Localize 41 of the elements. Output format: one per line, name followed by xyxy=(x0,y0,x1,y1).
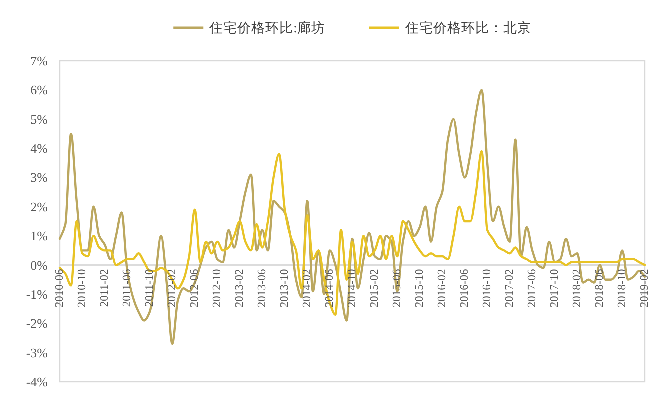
x-tick-label: 2019-02 xyxy=(639,269,651,308)
x-tick-label: 2010-10 xyxy=(76,269,88,308)
x-tick-label: 2016-10 xyxy=(482,269,494,308)
x-tick-label: 2012-02 xyxy=(166,269,178,308)
y-tick-label: 2% xyxy=(30,199,48,214)
y-tick-label: 4% xyxy=(30,141,48,156)
x-tick-label: 2010-06 xyxy=(54,269,66,308)
x-tick-label: 2017-10 xyxy=(549,269,561,308)
y-tick-label: 1% xyxy=(30,228,48,244)
x-tick-label: 2011-10 xyxy=(144,269,156,308)
x-tick-label: 2014-10 xyxy=(346,269,358,308)
y-tick-label: -4% xyxy=(26,374,48,390)
y-tick-label: -2% xyxy=(26,316,48,332)
x-tick-label: 2015-06 xyxy=(392,269,404,308)
x-tick-label: 2011-06 xyxy=(122,269,134,308)
y-tick-label: -1% xyxy=(26,286,48,302)
x-tick-label: 2014-02 xyxy=(302,269,314,308)
legend-label: 住宅价格环比：北京 xyxy=(405,20,532,36)
x-tick-label: 2018-10 xyxy=(616,269,628,308)
x-tick-label: 2014-06 xyxy=(324,269,336,308)
x-tick-label: 2012-10 xyxy=(212,269,224,308)
legend-label: 住宅价格环比:廊坊 xyxy=(210,20,326,36)
x-tick-label: 2013-06 xyxy=(256,269,268,308)
x-tick-label: 2016-02 xyxy=(436,269,448,308)
x-tick-label: 2015-02 xyxy=(369,269,381,308)
y-tick-label: -3% xyxy=(26,345,48,360)
y-tick-label: 3% xyxy=(30,170,48,186)
x-tick-label: 2012-06 xyxy=(189,269,201,308)
x-tick-label: 2017-06 xyxy=(526,269,538,308)
x-tick-label: 2018-06 xyxy=(594,269,606,308)
x-tick-label: 2015-10 xyxy=(414,269,426,308)
x-tick-label: 2017-02 xyxy=(504,269,516,308)
y-tick-label: 5% xyxy=(30,112,48,127)
y-tick-label: 0% xyxy=(30,258,48,273)
x-tick-label: 2016-06 xyxy=(459,269,471,308)
y-tick-label: 7% xyxy=(30,54,48,68)
x-tick-label: 2013-02 xyxy=(234,269,246,308)
x-tick-label: 2011-02 xyxy=(99,269,111,308)
y-tick-label: 6% xyxy=(30,82,48,98)
x-tick-label: 2018-02 xyxy=(572,269,584,308)
x-tick-label: 2013-10 xyxy=(279,269,291,308)
